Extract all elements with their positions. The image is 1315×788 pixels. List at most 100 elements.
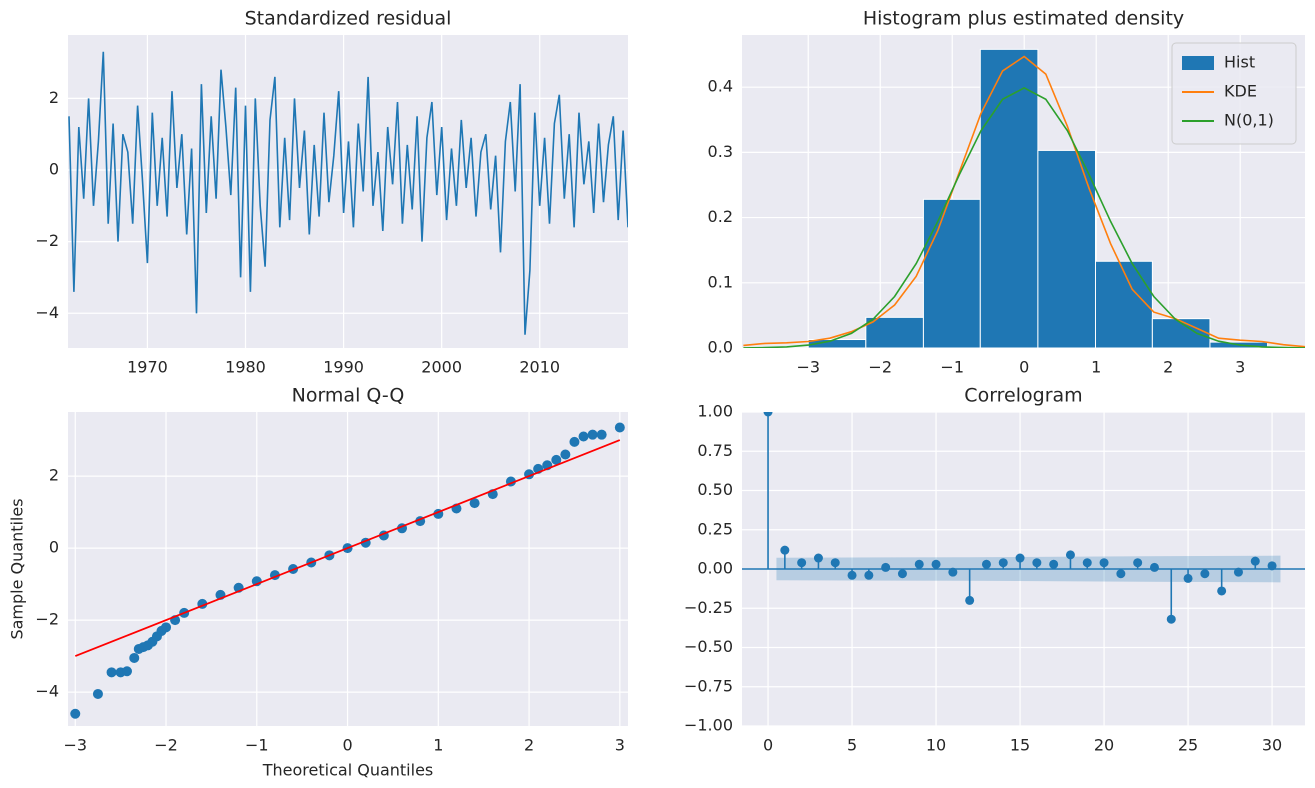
- stem-marker: [1149, 562, 1159, 572]
- x-tick-label: 3: [1235, 358, 1245, 377]
- legend-label: KDE: [1224, 82, 1257, 101]
- x-tick-label: 25: [1178, 736, 1198, 755]
- x-tick-label: 30: [1262, 736, 1282, 755]
- line-series: [743, 55, 1305, 348]
- axes: −4 −2 0 2 −3 −2 −1 0 1 2 3 Normal Q-Q Theoretical Qu…: [8, 385, 628, 780]
- stem-marker: [948, 567, 958, 577]
- x-tick-label: −3: [796, 358, 820, 377]
- y-tick-label: 0.00: [697, 559, 733, 578]
- plot-content: [742, 412, 1305, 624]
- y-tick-label: 0.50: [697, 480, 733, 499]
- x-tick-label: 5: [847, 736, 857, 755]
- stem-marker: [1049, 559, 1059, 569]
- x-tick-label: 1: [433, 736, 443, 755]
- y-tick-label: 1.00: [697, 402, 733, 421]
- point: [596, 429, 607, 440]
- x-tick-label: 1: [1091, 358, 1101, 377]
- legend-label: N(0,1): [1224, 111, 1274, 130]
- y-tick-label: 0.75: [697, 441, 733, 460]
- x-tick-label: 1980: [225, 358, 266, 377]
- legend-label: Hist: [1224, 53, 1255, 72]
- bar: [1094, 260, 1153, 348]
- stem-marker: [1166, 614, 1176, 624]
- point: [587, 429, 598, 440]
- x-axis-label: Theoretical Quantiles: [262, 761, 434, 780]
- stem-marker: [864, 570, 874, 580]
- point: [560, 449, 571, 460]
- y-tick-label: 0.1: [708, 272, 733, 291]
- legend-swatch: [1182, 56, 1214, 70]
- x-tick-label: 3: [615, 736, 625, 755]
- y-axis-label: Sample Quantiles: [8, 498, 27, 639]
- stem-marker: [981, 559, 991, 569]
- x-tick-label: 2000: [421, 358, 462, 377]
- y-tick-label: −0.25: [684, 598, 733, 617]
- y-tick-label: −2: [35, 610, 59, 629]
- stem-marker: [965, 595, 975, 605]
- stem-marker: [1032, 558, 1042, 568]
- x-tick-label: 2: [1163, 358, 1173, 377]
- axes: −1.00 −0.75 −0.50 −0.25 0.00 0.25 0.50 0.75 1.00…: [684, 385, 1305, 755]
- stem-marker: [1183, 573, 1193, 583]
- y-tick-label: 2: [49, 88, 59, 107]
- x-tick-label: −1: [245, 736, 269, 755]
- bar: [922, 198, 981, 348]
- x-tick-label: 0: [342, 736, 352, 755]
- bar: [1037, 149, 1096, 348]
- plot-area: [68, 35, 628, 348]
- point: [614, 422, 625, 433]
- x-tick-label: 20: [1094, 736, 1114, 755]
- stem-marker: [830, 558, 840, 568]
- stem-marker: [1250, 556, 1260, 566]
- stem-marker: [1217, 586, 1227, 596]
- point: [106, 667, 117, 678]
- point: [469, 498, 480, 509]
- chart-title: Histogram plus estimated density: [863, 8, 1184, 30]
- axes: −4 −2 0 2 1970 1980 1990 2000 2010 Standardized r…: [35, 8, 628, 377]
- x-tick-label: −2: [868, 358, 892, 377]
- stem-marker: [780, 545, 790, 555]
- x-tick-label: 0: [763, 736, 773, 755]
- line-series: [68, 51, 628, 335]
- y-tick-label: 2: [49, 466, 59, 485]
- stem-marker: [763, 412, 773, 417]
- chart-title: Correlogram: [964, 385, 1082, 407]
- point: [92, 688, 103, 699]
- x-tick-label: −3: [63, 736, 87, 755]
- x-tick-label: −2: [154, 736, 178, 755]
- plot-content: [70, 422, 625, 719]
- stem-marker: [897, 569, 907, 579]
- line-series: [74, 439, 621, 657]
- stem-marker: [881, 562, 891, 572]
- stem-marker: [1133, 558, 1143, 568]
- x-tick-label: 15: [1010, 736, 1030, 755]
- y-tick-label: −4: [35, 303, 59, 322]
- y-tick-label: 0: [49, 538, 59, 557]
- point: [121, 666, 132, 677]
- bar: [979, 48, 1039, 348]
- y-tick-label: 0.3: [708, 142, 733, 161]
- plot-content: [68, 51, 628, 335]
- stem-marker: [931, 559, 941, 569]
- stem-marker: [1116, 569, 1126, 579]
- stem-marker: [1200, 569, 1210, 579]
- y-tick-label: 0.0: [708, 338, 733, 357]
- stem-marker: [998, 558, 1008, 568]
- stem-marker: [1065, 550, 1075, 560]
- stem-marker: [1015, 553, 1025, 563]
- y-tick-label: −0.50: [684, 637, 733, 656]
- point: [161, 622, 172, 633]
- y-tick-label: 0: [49, 160, 59, 179]
- y-tick-label: −0.75: [684, 676, 733, 695]
- stem-marker: [914, 559, 924, 569]
- stem-marker: [1099, 558, 1109, 568]
- chart-title: Normal Q-Q: [292, 385, 405, 407]
- x-tick-label: 2010: [519, 358, 560, 377]
- y-tick-label: −2: [35, 231, 59, 250]
- x-tick-label: 1990: [323, 358, 364, 377]
- point: [70, 708, 81, 719]
- chart-title: Standardized residual: [245, 8, 452, 30]
- axes: 0.0 0.1 0.2 0.3 0.4 −3 −2 −1 0 1 2 3 Histogram plus …: [708, 8, 1305, 377]
